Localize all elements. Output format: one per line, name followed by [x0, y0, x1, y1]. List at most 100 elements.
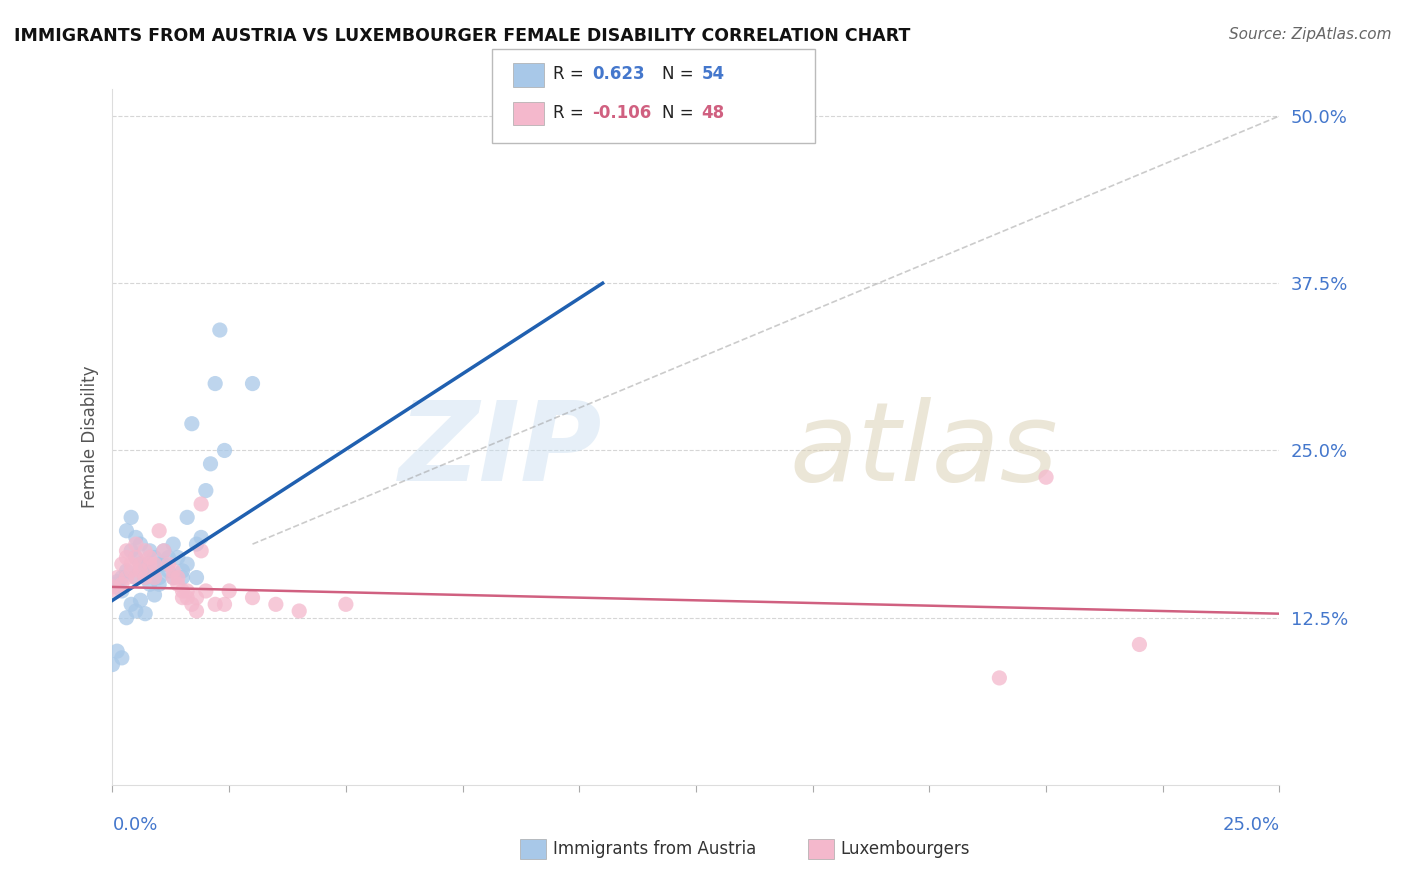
Point: [180, 598, 202, 612]
Text: 48: 48: [702, 104, 724, 122]
Point: [115, 524, 138, 538]
Point: [172, 591, 194, 605]
Point: [101, 580, 124, 594]
Point: [186, 604, 208, 618]
Point: [134, 571, 156, 585]
Point: [148, 524, 170, 538]
Point: [335, 598, 357, 612]
Point: [148, 577, 170, 591]
Point: [139, 564, 162, 578]
Point: [162, 537, 184, 551]
Point: [105, 644, 128, 658]
Text: Immigrants from Austria: Immigrants from Austria: [553, 840, 756, 858]
Point: [988, 671, 1011, 685]
Text: atlas: atlas: [789, 398, 1057, 505]
Point: [139, 577, 162, 591]
Point: [162, 564, 184, 578]
Point: [172, 571, 194, 585]
Point: [125, 530, 148, 544]
Point: [134, 557, 156, 572]
Text: N =: N =: [662, 104, 699, 122]
Point: [208, 323, 231, 337]
Point: [125, 604, 148, 618]
Point: [111, 571, 134, 585]
Point: [148, 571, 170, 585]
Point: [264, 598, 287, 612]
Point: [204, 376, 226, 391]
Point: [120, 510, 142, 524]
Point: [242, 591, 264, 605]
Text: ZIP: ZIP: [399, 398, 603, 505]
Point: [134, 544, 156, 558]
Point: [115, 611, 138, 625]
Point: [120, 544, 142, 558]
Point: [105, 584, 128, 599]
Point: [125, 571, 148, 585]
Point: [1128, 637, 1150, 651]
Text: -0.106: -0.106: [592, 104, 651, 122]
Point: [162, 571, 184, 585]
Point: [186, 571, 208, 585]
Point: [190, 544, 212, 558]
Point: [200, 457, 222, 471]
Point: [139, 557, 162, 572]
Point: [139, 544, 162, 558]
Point: [153, 557, 176, 572]
Point: [143, 571, 166, 585]
Point: [157, 550, 180, 565]
Point: [129, 537, 152, 551]
Point: [129, 557, 152, 572]
Point: [143, 571, 166, 585]
Point: [115, 564, 138, 578]
Point: [125, 537, 148, 551]
Point: [214, 443, 236, 458]
Point: [134, 571, 156, 585]
Point: [125, 550, 148, 565]
Point: [143, 557, 166, 572]
Text: 0.623: 0.623: [592, 65, 644, 83]
Point: [125, 550, 148, 565]
Point: [214, 598, 236, 612]
Point: [176, 584, 198, 599]
Point: [186, 591, 208, 605]
Point: [166, 577, 188, 591]
Point: [120, 598, 142, 612]
Point: [129, 557, 152, 572]
Point: [111, 584, 134, 599]
Point: [218, 584, 240, 599]
Point: [190, 497, 212, 511]
Point: [176, 557, 198, 572]
Point: [288, 604, 311, 618]
Point: [204, 598, 226, 612]
Point: [120, 557, 142, 572]
Text: N =: N =: [662, 65, 699, 83]
Text: IMMIGRANTS FROM AUSTRIA VS LUXEMBOURGER FEMALE DISABILITY CORRELATION CHART: IMMIGRANTS FROM AUSTRIA VS LUXEMBOURGER …: [14, 27, 911, 45]
Point: [148, 557, 170, 572]
Point: [105, 580, 128, 594]
Point: [115, 550, 138, 565]
Point: [194, 483, 217, 498]
Point: [176, 591, 198, 605]
Point: [190, 530, 212, 544]
Text: Luxembourgers: Luxembourgers: [841, 840, 970, 858]
Point: [162, 571, 184, 585]
Point: [120, 564, 142, 578]
Point: [129, 593, 152, 607]
Text: 54: 54: [702, 65, 724, 83]
Point: [172, 564, 194, 578]
Point: [172, 584, 194, 599]
Point: [115, 544, 138, 558]
Point: [194, 584, 217, 599]
Point: [153, 544, 176, 558]
Text: R =: R =: [553, 104, 589, 122]
Point: [166, 550, 188, 565]
Point: [143, 588, 166, 602]
Point: [242, 376, 264, 391]
Point: [186, 537, 208, 551]
Point: [139, 550, 162, 565]
Point: [180, 417, 202, 431]
Point: [157, 564, 180, 578]
Text: R =: R =: [553, 65, 589, 83]
Point: [166, 571, 188, 585]
Point: [115, 571, 138, 585]
